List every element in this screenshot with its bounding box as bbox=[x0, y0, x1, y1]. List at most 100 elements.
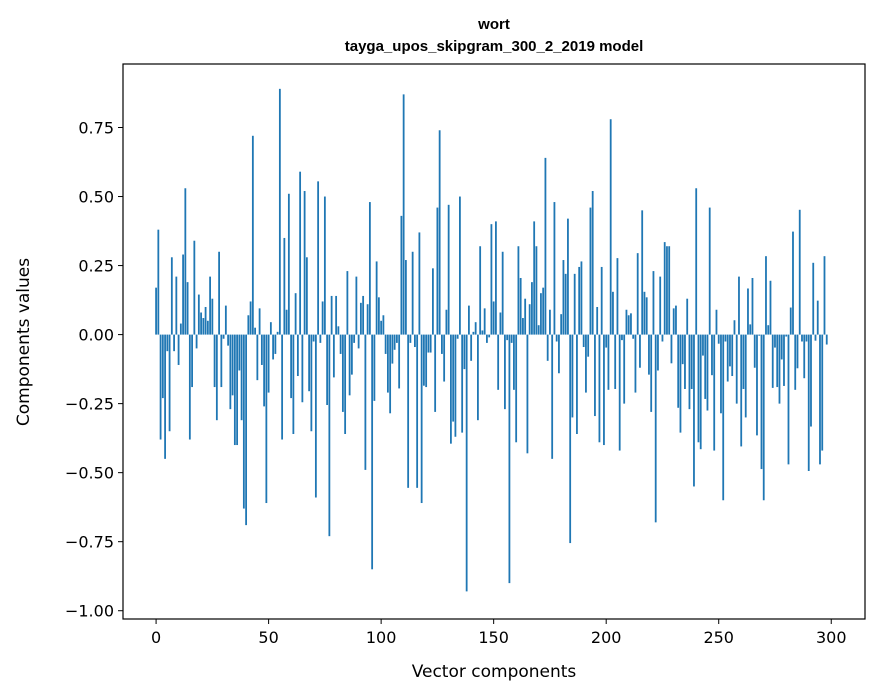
bar-282 bbox=[789, 307, 792, 335]
bar-164 bbox=[524, 298, 527, 335]
bar-159 bbox=[513, 334, 515, 390]
bar-257 bbox=[733, 320, 736, 335]
bar-199 bbox=[603, 334, 605, 446]
bar-53 bbox=[274, 334, 277, 354]
bar-236 bbox=[686, 298, 689, 335]
bar-248 bbox=[713, 334, 716, 451]
bar-38 bbox=[240, 334, 243, 421]
bar-208 bbox=[623, 334, 626, 404]
bar-0 bbox=[155, 287, 157, 335]
bar-207 bbox=[621, 334, 623, 341]
bar-280 bbox=[785, 334, 788, 337]
bar-36 bbox=[236, 334, 239, 446]
bar-218 bbox=[645, 297, 648, 335]
x-axis-label: Vector components bbox=[412, 662, 577, 682]
bar-200 bbox=[605, 334, 608, 348]
bar-35 bbox=[233, 334, 236, 446]
bar-270 bbox=[762, 334, 765, 501]
bar-16 bbox=[191, 334, 193, 388]
bar-150 bbox=[492, 301, 495, 335]
bar-204 bbox=[614, 334, 617, 389]
bar-68 bbox=[308, 334, 311, 392]
bar-100 bbox=[380, 320, 383, 335]
bar-141 bbox=[472, 331, 475, 335]
bar-230 bbox=[672, 308, 675, 335]
bar-48 bbox=[263, 334, 266, 407]
bar-5 bbox=[166, 334, 169, 352]
bar-4 bbox=[164, 334, 166, 459]
bar-19 bbox=[197, 294, 200, 335]
bar-249 bbox=[715, 309, 718, 335]
bar-274 bbox=[771, 334, 774, 388]
bar-46 bbox=[258, 308, 261, 335]
bar-14 bbox=[186, 282, 189, 335]
bar-283 bbox=[792, 231, 794, 335]
bar-85 bbox=[346, 271, 349, 335]
bar-160 bbox=[515, 334, 518, 443]
bar-241 bbox=[697, 334, 700, 443]
x-axis: 0 50 100 150 200 250 300 bbox=[151, 619, 847, 647]
bar-191 bbox=[585, 334, 587, 393]
bar-293 bbox=[814, 334, 817, 341]
bars-group bbox=[155, 88, 828, 592]
bar-168 bbox=[533, 221, 536, 335]
bar-269 bbox=[760, 334, 763, 470]
bar-69 bbox=[310, 334, 313, 432]
bar-228 bbox=[668, 246, 671, 335]
bar-133 bbox=[454, 334, 457, 437]
bar-189 bbox=[580, 261, 583, 335]
y-tick-label: −0.75 bbox=[65, 533, 114, 552]
bar-79 bbox=[332, 334, 335, 378]
bar-260 bbox=[740, 334, 743, 447]
bar-162 bbox=[519, 277, 522, 335]
bar-206 bbox=[618, 334, 621, 451]
bar-272 bbox=[767, 325, 770, 335]
x-tick-label: 0 bbox=[151, 628, 161, 647]
bar-7 bbox=[170, 257, 173, 335]
bar-245 bbox=[706, 334, 709, 411]
bar-167 bbox=[531, 282, 533, 335]
bar-105 bbox=[391, 334, 394, 364]
bar-197 bbox=[598, 334, 601, 443]
bar-135 bbox=[459, 196, 461, 335]
bar-142 bbox=[474, 322, 477, 335]
bar-120 bbox=[425, 334, 428, 388]
bar-177 bbox=[553, 202, 556, 335]
bar-132 bbox=[452, 334, 455, 422]
bar-8 bbox=[173, 334, 175, 352]
bar-20 bbox=[200, 312, 202, 335]
chart-subtitle: tayga_upos_skipgram_300_2_2019 model bbox=[345, 38, 644, 55]
bar-275 bbox=[774, 334, 776, 348]
bar-95 bbox=[368, 202, 371, 335]
bar-123 bbox=[431, 268, 434, 335]
bar-86 bbox=[348, 334, 351, 396]
bar-176 bbox=[551, 334, 554, 459]
bar-139 bbox=[468, 305, 470, 335]
bar-186 bbox=[573, 273, 576, 335]
bar-57 bbox=[283, 237, 286, 335]
bar-251 bbox=[720, 334, 722, 414]
bar-109 bbox=[400, 215, 403, 335]
bar-232 bbox=[677, 334, 680, 408]
bar-45 bbox=[256, 334, 259, 381]
bar-110 bbox=[402, 94, 405, 335]
x-tick-label: 100 bbox=[366, 628, 397, 647]
bar-65 bbox=[301, 334, 304, 403]
bar-196 bbox=[596, 306, 599, 335]
bar-281 bbox=[787, 334, 790, 465]
bar-118 bbox=[420, 334, 423, 504]
bar-268 bbox=[758, 334, 761, 336]
bar-63 bbox=[296, 334, 299, 377]
y-tick-label: 0.00 bbox=[78, 326, 114, 345]
bar-75 bbox=[323, 196, 326, 335]
bar-88 bbox=[353, 334, 356, 343]
bar-78 bbox=[330, 295, 333, 335]
bar-220 bbox=[650, 334, 653, 412]
bar-70 bbox=[312, 334, 315, 342]
bar-266 bbox=[753, 334, 756, 368]
bar-24 bbox=[209, 276, 211, 335]
y-tick-label: 0.25 bbox=[78, 257, 114, 276]
y-tick-label: −0.25 bbox=[65, 395, 114, 414]
bar-183 bbox=[567, 218, 569, 335]
bar-214 bbox=[636, 253, 639, 335]
